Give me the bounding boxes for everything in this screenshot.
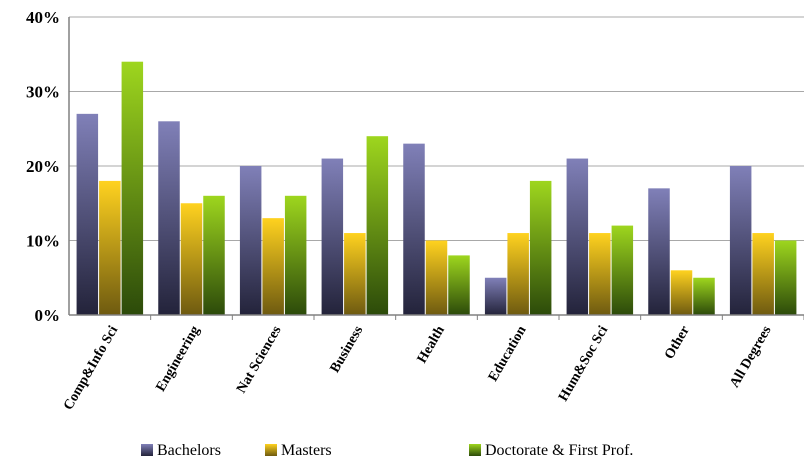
x-tick-label: Business <box>328 323 367 375</box>
bar-doctorate-first-prof--1 <box>203 195 225 315</box>
bar-masters-3 <box>344 233 366 315</box>
bar-doctorate-first-prof--2 <box>284 195 307 315</box>
y-axis-ticks: 0% 10% 20% 30% 40% <box>26 8 60 325</box>
axes <box>68 17 804 320</box>
legend-label: Bachelors <box>157 442 221 459</box>
legend: Bachelors Masters Doctorate & First Prof. <box>141 442 633 459</box>
bar-masters-5 <box>507 233 529 315</box>
bar-bachelors-2 <box>239 166 262 315</box>
legend-swatch <box>469 444 481 456</box>
bar-doctorate-first-prof--5 <box>529 180 552 315</box>
bar-bachelors-8 <box>729 166 752 315</box>
legend-label: Doctorate & First Prof. <box>485 442 633 459</box>
bar-masters-8 <box>752 233 774 315</box>
bar-bachelors-5 <box>484 277 507 315</box>
bar-bachelors-0 <box>76 113 99 315</box>
bar-doctorate-first-prof--3 <box>366 136 389 315</box>
y-tick-label: 0% <box>35 306 61 325</box>
y-tick-label: 30% <box>26 83 60 102</box>
bar-masters-1 <box>180 203 203 315</box>
bar-doctorate-first-prof--6 <box>611 225 634 315</box>
x-tick-label: Other <box>662 324 693 362</box>
bar-masters-4 <box>425 240 448 315</box>
bar-doctorate-first-prof--7 <box>693 277 715 315</box>
x-tick-label: Nat Sciences <box>234 323 285 396</box>
x-axis-ticks: Comp&Info Sci Engineering Nat Sciences Busi… <box>61 323 775 413</box>
legend-swatch <box>265 444 277 456</box>
bar-masters-6 <box>589 233 611 315</box>
x-tick-label: Comp&Info Sci <box>61 323 121 412</box>
bar-bachelors-4 <box>403 143 425 315</box>
x-tick-label: Engineering <box>153 324 203 395</box>
bar-bachelors-7 <box>648 188 670 315</box>
bar-masters-7 <box>670 270 693 315</box>
bar-doctorate-first-prof--8 <box>774 240 797 315</box>
bar-bachelors-1 <box>158 121 180 315</box>
y-tick-label: 40% <box>26 8 60 27</box>
y-tick-label: 20% <box>26 157 60 176</box>
x-tick-label: Education <box>486 323 530 384</box>
legend-label: Masters <box>281 442 332 459</box>
bar-masters-0 <box>99 180 121 315</box>
bar-masters-2 <box>262 218 284 315</box>
x-tick-label: Health <box>415 323 448 366</box>
bar-doctorate-first-prof--4 <box>448 255 470 315</box>
bar-doctorate-first-prof--0 <box>121 61 144 316</box>
bar-bachelors-3 <box>321 158 344 315</box>
y-tick-label: 10% <box>26 232 60 251</box>
legend-swatch <box>141 444 153 456</box>
x-tick-label: Hum&Soc Sci <box>556 323 611 404</box>
bars <box>76 61 797 316</box>
bar-bachelors-6 <box>566 158 589 315</box>
x-tick-label: All Degrees <box>727 323 775 390</box>
